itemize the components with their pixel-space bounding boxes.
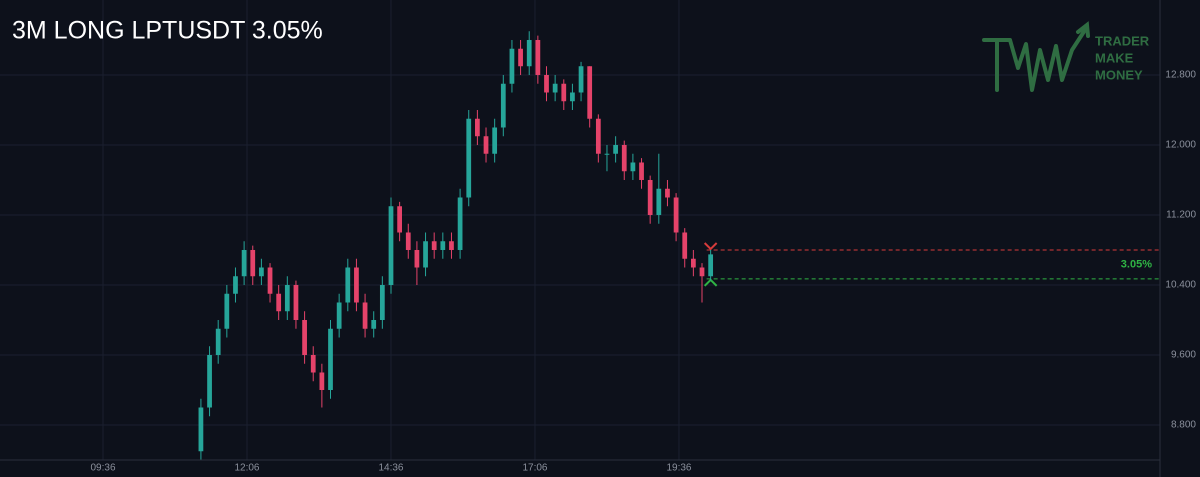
candles <box>198 31 714 460</box>
candle-body <box>457 197 463 250</box>
x-tick-label: 12:06 <box>234 463 259 474</box>
candle-body <box>690 258 696 268</box>
candle-body <box>431 241 437 250</box>
watermark-text: MONEY <box>1095 67 1143 82</box>
candle-body <box>224 293 230 329</box>
candle-body <box>509 48 515 84</box>
candle-body <box>656 188 662 215</box>
y-tick-label: 11.200 <box>1166 210 1196 221</box>
candle-body <box>500 83 506 128</box>
candle-body <box>241 249 247 277</box>
y-tick-label: 12.800 <box>1165 70 1196 81</box>
candle-body <box>699 267 705 277</box>
candle-body <box>630 162 636 172</box>
candle-body <box>215 328 221 355</box>
candle-body <box>284 284 290 312</box>
candle-body <box>535 39 541 75</box>
x-tick-label: 09:36 <box>90 463 115 474</box>
candle-body <box>276 293 282 312</box>
candle-body <box>250 249 256 277</box>
candle-body <box>708 254 714 277</box>
candle-body <box>319 372 325 390</box>
candle-body <box>449 241 454 250</box>
logo-arrow <box>1076 21 1090 38</box>
watermark-logo: TRADER MAKE MONEY <box>982 21 1150 92</box>
candle-body <box>613 144 618 154</box>
candle-body <box>587 66 593 119</box>
candle-body <box>397 206 403 233</box>
candle-body <box>328 328 333 390</box>
chart-title: 3M LONG LPTUSDT 3.05% <box>12 17 323 45</box>
candle-body <box>345 267 351 303</box>
candle-body <box>475 118 480 137</box>
y-tick-label: 8.800 <box>1171 420 1196 431</box>
candle-body <box>207 354 212 408</box>
candle-body <box>526 39 532 67</box>
watermark-text: MAKE <box>1095 50 1134 65</box>
candle-body <box>259 267 264 277</box>
candle-body <box>440 241 446 250</box>
candle-body <box>336 302 342 329</box>
candle-body <box>570 92 575 102</box>
candle-body <box>405 232 411 250</box>
candle-body <box>293 284 299 320</box>
y-tick-label: 12.000 <box>1165 140 1196 151</box>
level-marker <box>703 242 718 251</box>
candle-body <box>665 188 670 198</box>
candle-body <box>310 354 316 373</box>
candle-body <box>621 144 627 172</box>
candle-body <box>578 66 584 93</box>
candle-body <box>388 206 394 285</box>
candle-body <box>544 74 549 93</box>
x-tick-label: 14:36 <box>378 463 403 474</box>
candle-body <box>414 249 420 268</box>
candle-body <box>492 127 498 154</box>
candle-body <box>354 267 359 303</box>
candle-body <box>639 162 644 180</box>
watermark-text: TRADER <box>1095 33 1150 48</box>
axes: 8.800 9.600 10.400 11.200 12.000 12.800 09:36 1… <box>90 70 1196 474</box>
candle-body <box>647 179 653 215</box>
logo-mark <box>982 28 1087 92</box>
candle-body <box>371 319 377 329</box>
candle-body <box>595 118 601 154</box>
candle-body <box>552 83 558 93</box>
y-tick-label: 10.400 <box>1165 280 1196 291</box>
x-tick-label: 17:06 <box>522 463 547 474</box>
candle-body <box>379 284 385 320</box>
candle-body <box>604 153 610 155</box>
candle-body <box>423 241 428 268</box>
candle-body <box>483 136 489 154</box>
candle-body <box>267 267 273 294</box>
candle-body <box>561 83 567 102</box>
candle-body <box>233 276 238 294</box>
candle-body <box>518 48 523 67</box>
candle-body <box>682 232 688 259</box>
candle-body <box>362 302 368 329</box>
candle-body <box>198 407 204 452</box>
candle-body <box>466 118 472 198</box>
candle-body <box>302 319 307 355</box>
candle-body <box>673 197 679 233</box>
x-tick-label: 19:36 <box>666 463 691 474</box>
level-annotation: 3.05% <box>1121 258 1152 270</box>
y-tick-label: 9.600 <box>1171 350 1196 361</box>
